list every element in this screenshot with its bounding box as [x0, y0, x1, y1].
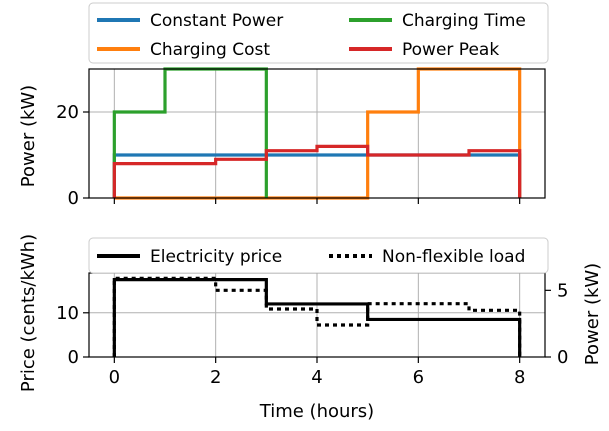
legend-label-charging-cost: Charging Cost: [150, 40, 270, 60]
series-charging-time: [112, 67, 268, 198]
bottom-legend-box: [88, 237, 549, 274]
bottom-legend: Electricity price Non-flexible load: [88, 237, 549, 274]
bottom-y-tick-label: 0: [68, 347, 79, 368]
legend-label-charging-time: Charging Time: [402, 11, 526, 31]
bottom-y-axis-label: Price (cents/kWh): [18, 234, 39, 392]
top-y-tick-label: 0: [68, 188, 79, 209]
series-electricity-price: [112, 278, 522, 357]
top-panel: 0 20: [56, 67, 546, 209]
x-axis-label: Time (hours): [259, 401, 374, 422]
legend-label-constant-power: Constant Power: [150, 11, 283, 31]
legend-label-power-peak: Power Peak: [402, 40, 499, 60]
top-legend: Constant Power Charging Cost Charging Ti…: [88, 2, 549, 64]
bottom-y2-axis-label: Power (kW): [582, 263, 603, 365]
bottom-y-tick-label: 10: [56, 303, 79, 324]
x-tick-label: 4: [311, 367, 322, 388]
x-tick-label: 8: [514, 367, 525, 388]
bottom-panel: 0 10 0 5 0 2 4 6 8: [56, 272, 568, 388]
top-legend-box: [88, 2, 549, 64]
series-non-flexible-load: [112, 276, 522, 357]
x-tick-label: 0: [109, 367, 120, 388]
series-power-peak: [112, 144, 522, 198]
bottom-y2-tick-label: 5: [557, 280, 568, 301]
bottom-y2-tick-label: 0: [557, 347, 568, 368]
x-tick-label: 2: [210, 367, 221, 388]
top-y-tick-label: 20: [56, 102, 79, 123]
top-y-axis-label: Power (kW): [18, 85, 39, 187]
legend-label-electricity-price: Electricity price: [150, 247, 282, 267]
legend-label-non-flexible-load: Non-flexible load: [382, 247, 525, 267]
x-tick-label: 6: [413, 367, 424, 388]
